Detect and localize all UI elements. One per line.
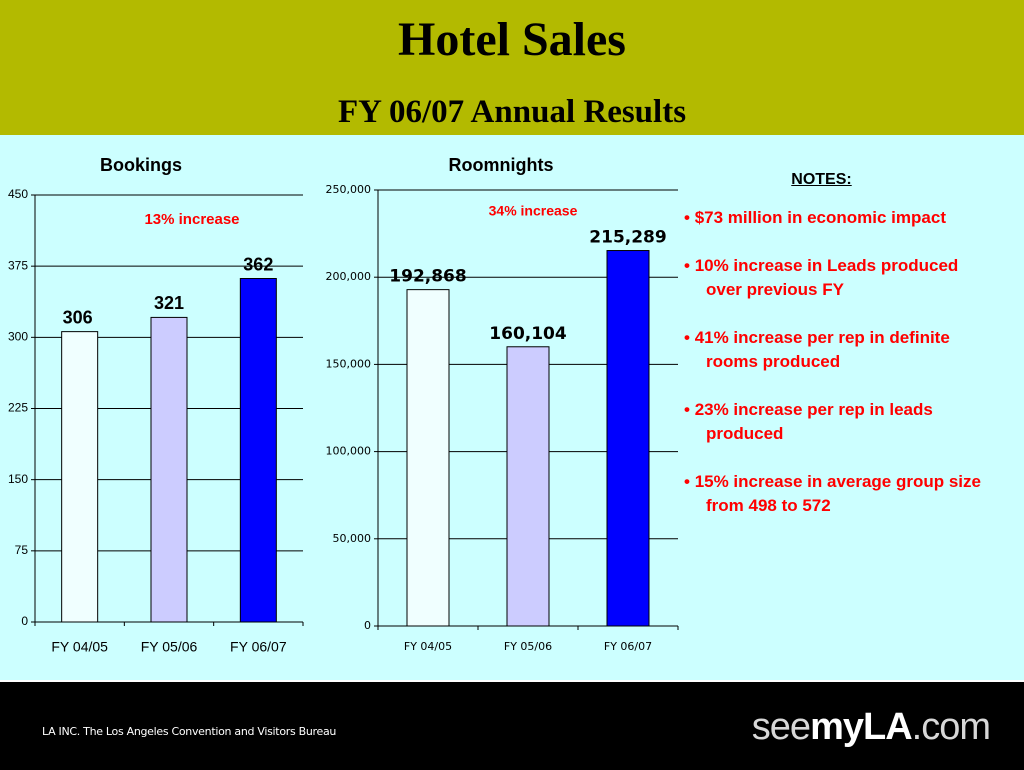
- x-tick-label: FY 06/07: [230, 639, 287, 655]
- logo-part: LA: [862, 706, 913, 748]
- x-tick-label: FY 04/05: [404, 640, 452, 653]
- bar: [150, 316, 188, 623]
- y-tick-label: 100,000: [326, 445, 372, 458]
- subtitle: FY 06/07 Annual Results: [337, 94, 687, 130]
- y-tick-label: 200,000: [326, 270, 372, 283]
- notes: NOTES: $73 million in economic impact 10…: [684, 168, 1004, 542]
- y-tick-label: 225: [8, 401, 28, 415]
- value-label: 192,868: [389, 267, 466, 287]
- x-tick-label: FY 04/05: [51, 639, 108, 655]
- annotation: 34% increase: [489, 203, 578, 219]
- logo-part: see: [751, 706, 811, 748]
- x-tick-label: FY 06/07: [604, 640, 652, 653]
- footer: LA INC. The Los Angeles Convention and V…: [0, 680, 1024, 770]
- chart-title: Roomnights: [449, 155, 554, 175]
- y-tick-label: 0: [364, 619, 371, 632]
- value-label: 362: [243, 254, 273, 274]
- note: 23% increase per rep in leads produced: [684, 398, 998, 446]
- note: 41% increase per rep in definite rooms p…: [684, 326, 998, 374]
- value-label: 160,104: [489, 324, 567, 344]
- value-label: 321: [154, 293, 184, 313]
- charts: Bookings 13% increase 0 75 150 225 300 375 450 FY…: [8, 155, 679, 655]
- y-tick-label: 300: [8, 330, 28, 344]
- chart-title: Bookings: [100, 155, 182, 175]
- notes-heading: NOTES:: [791, 171, 852, 188]
- bar: [606, 250, 650, 627]
- x-tick-label: FY 05/06: [504, 640, 552, 653]
- note: 10% increase in Leads produced over prev…: [684, 254, 998, 302]
- y-tick-label: 450: [8, 187, 28, 201]
- logo: seemyLA.com: [751, 706, 991, 749]
- value-label: 215,289: [589, 228, 666, 248]
- header: Hotel Sales FY 06/07 Annual Results: [0, 0, 1024, 135]
- logo-part: .com: [911, 706, 991, 748]
- y-tick-label: 75: [15, 543, 29, 557]
- y-tick-label: 150,000: [326, 357, 372, 370]
- credit: LA INC. The Los Angeles Convention and V…: [42, 725, 337, 738]
- bar: [406, 289, 450, 627]
- x-tick-label: FY 05/06: [141, 639, 198, 655]
- annotation: 13% increase: [144, 211, 239, 228]
- note: 15% increase in average group size from …: [684, 470, 998, 518]
- bar: [506, 346, 550, 627]
- bar: [61, 331, 99, 623]
- logo-part: my: [810, 706, 864, 748]
- y-tick-label: 50,000: [333, 532, 372, 545]
- y-tick-label: 0: [21, 614, 28, 628]
- bar: [239, 278, 277, 623]
- y-tick-label: 250,000: [326, 183, 372, 196]
- title: Hotel Sales: [398, 13, 626, 66]
- note: $73 million in economic impact: [684, 206, 998, 230]
- value-label: 306: [63, 307, 93, 327]
- y-tick-label: 375: [8, 258, 28, 272]
- y-tick-label: 150: [8, 472, 28, 486]
